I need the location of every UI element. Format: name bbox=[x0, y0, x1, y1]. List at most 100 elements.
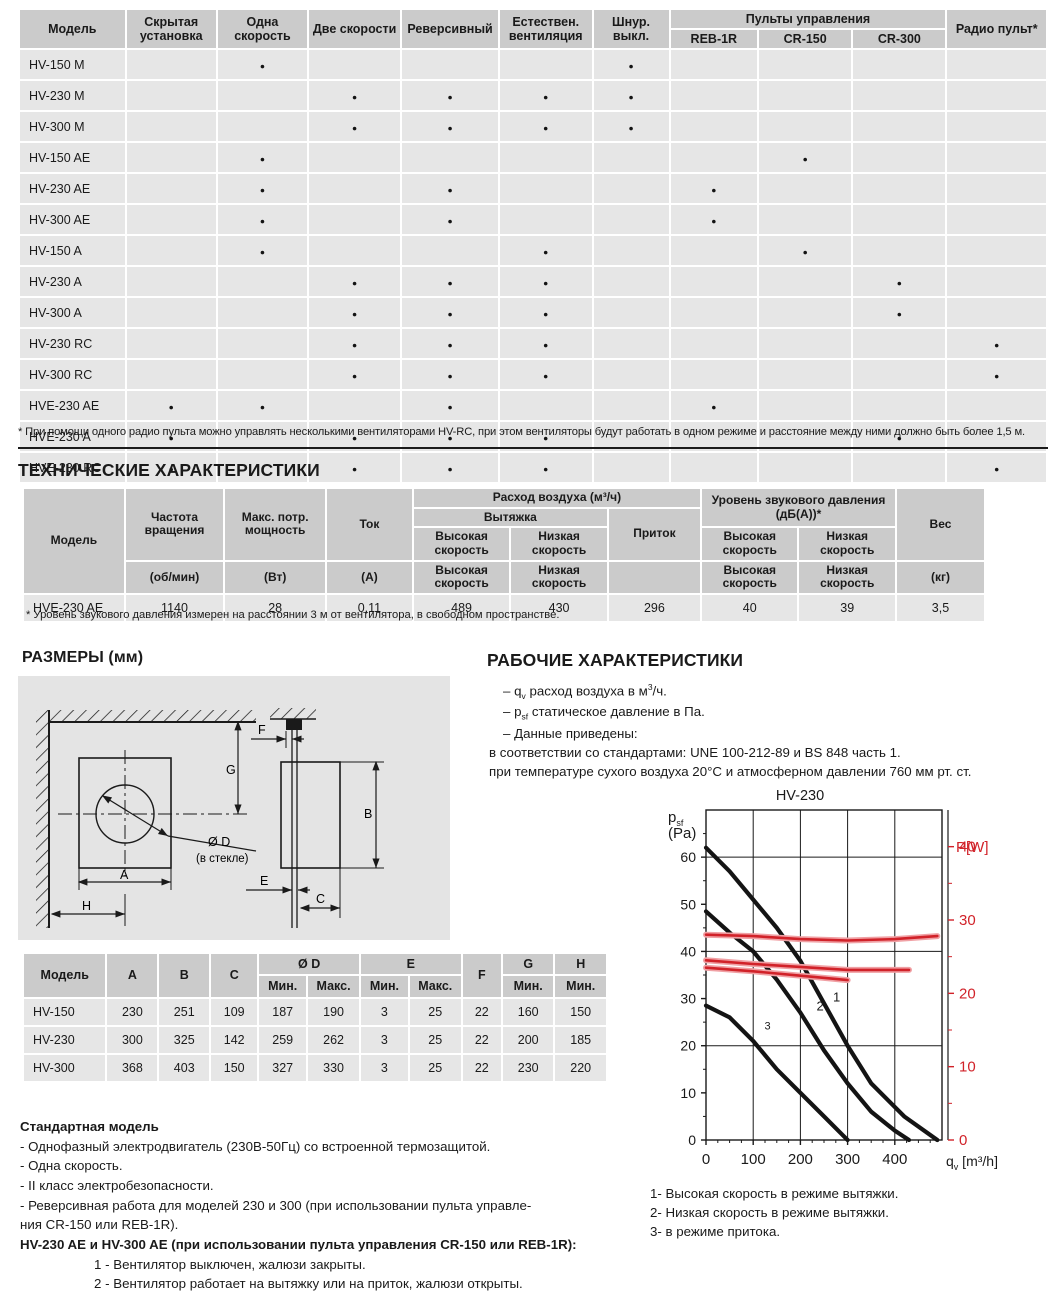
tech-cell-rpm: 1140 bbox=[125, 595, 224, 622]
standard-model-sub-lines: 1 - Вентилятор выключен, жалюзи закрыты.… bbox=[20, 1255, 636, 1294]
feature-empty-cell bbox=[593, 391, 669, 420]
perf-line-data: – Данные приведены: bbox=[503, 725, 638, 741]
dims-cell-b: 403 bbox=[159, 1054, 210, 1081]
chart-title: HV-230 bbox=[775, 788, 825, 804]
bullet-dot-icon bbox=[352, 275, 357, 289]
feature-empty-cell bbox=[217, 112, 308, 141]
dims-cell-dmax: 262 bbox=[308, 1026, 359, 1053]
feature-dot-cell bbox=[217, 391, 308, 420]
feature-dot-cell bbox=[402, 174, 498, 203]
label-g: G bbox=[226, 763, 236, 777]
feature-dot-cell bbox=[309, 422, 401, 451]
bullet-dot-icon bbox=[447, 430, 452, 444]
feature-empty-cell bbox=[947, 236, 1046, 265]
feature-empty-cell bbox=[126, 236, 216, 265]
bullet-dot-icon bbox=[803, 151, 808, 165]
feature-empty-cell bbox=[217, 81, 308, 110]
feature-row-model: HVE-230 A bbox=[20, 422, 125, 451]
bullet-dot-icon bbox=[260, 182, 265, 196]
col-model: Модель bbox=[20, 10, 125, 48]
bullet-dot-icon bbox=[803, 244, 808, 258]
tech-col-sound-group: Уровень звукового давления (дБ(А))* bbox=[702, 489, 895, 527]
chart-legend-item: 1- Высокая скорость в режиме вытяжки. bbox=[650, 1186, 899, 1201]
feature-empty-cell bbox=[217, 329, 308, 358]
bullet-dot-icon bbox=[447, 89, 452, 103]
table-row: HV-300 368 403 150 327 330 3 25 22 230 220 bbox=[24, 1054, 606, 1081]
feature-empty-cell bbox=[309, 50, 401, 79]
standard-model-block: Стандартная модель - Однофазный электрод… bbox=[20, 1117, 636, 1294]
table-row: HV-300 M bbox=[20, 112, 1046, 141]
perf-qv-prefix: – q bbox=[503, 683, 522, 699]
feature-row-model: HV-300 M bbox=[20, 112, 125, 141]
feature-dot-cell bbox=[217, 174, 308, 203]
feature-empty-cell bbox=[593, 174, 669, 203]
feature-empty-cell bbox=[759, 81, 852, 110]
feature-empty-cell bbox=[217, 422, 308, 451]
feature-empty-cell bbox=[499, 50, 592, 79]
feature-empty-cell bbox=[670, 81, 758, 110]
label-c: C bbox=[316, 892, 325, 906]
col-cr-150: CR-150 bbox=[759, 30, 852, 48]
tech-col-rpm: Частота вращения bbox=[125, 489, 224, 560]
tech-header-row-1: Модель Частота вращения Макс. потр. мощн… bbox=[24, 489, 984, 594]
chart-ytick-label: 60 bbox=[680, 849, 696, 865]
tech-table-footnote: * Уровень звукового давления измерен на … bbox=[26, 609, 560, 621]
tech-col-current: Ток bbox=[327, 489, 412, 560]
feature-row-model: HV-300 AE bbox=[20, 205, 125, 234]
tech-section-heading: ТЕХНИЧЕСКИЕ ХАРАКТЕРИСТИКИ bbox=[18, 460, 320, 480]
feature-empty-cell bbox=[853, 174, 946, 203]
standard-model-line: - Реверсивная работа для моделей 230 и 3… bbox=[20, 1197, 532, 1213]
dimensions-table: Модель A B C Ø D E F G H Мин. Макс. Мин.… bbox=[22, 952, 608, 1083]
chart-x-axis-label: qv [m³/h] bbox=[946, 1153, 998, 1172]
chart-curve-annotation-2: 2 bbox=[816, 999, 823, 1014]
feature-empty-cell bbox=[126, 81, 216, 110]
bullet-dot-icon bbox=[543, 89, 548, 103]
dims-col-c: C bbox=[211, 954, 258, 997]
bullet-dot-icon bbox=[711, 213, 716, 227]
feature-empty-cell bbox=[759, 360, 852, 389]
table-row: HV-150 AE bbox=[20, 143, 1046, 172]
bullet-dot-icon bbox=[628, 58, 633, 72]
dims-cell-dmax: 190 bbox=[308, 998, 359, 1025]
feature-empty-cell bbox=[593, 236, 669, 265]
chart-xtick-label: 300 bbox=[835, 1151, 860, 1168]
label-f: F bbox=[258, 723, 266, 737]
feature-dot-cell bbox=[499, 422, 592, 451]
feature-table-head: Модель Скрытая установка Одна скорость Д… bbox=[20, 10, 1046, 48]
feature-empty-cell bbox=[217, 453, 308, 482]
tech-cell-power: 28 bbox=[225, 595, 325, 622]
performance-heading: РАБОЧИЕ ХАРАКТЕРИСТИКИ bbox=[487, 650, 744, 670]
label-diameter-d: Ø D bbox=[208, 835, 230, 849]
feature-dot-cell bbox=[947, 453, 1046, 482]
feature-empty-cell bbox=[853, 391, 946, 420]
dims-cell-g: 160 bbox=[502, 998, 554, 1025]
bullet-dot-icon bbox=[897, 275, 902, 289]
tech-col-power: Макс. потр. мощность bbox=[225, 489, 325, 560]
feature-dot-cell bbox=[499, 453, 592, 482]
dims-col-g-min: Мин. bbox=[502, 976, 554, 997]
tech-cell-model: HVE-230 AE bbox=[24, 595, 124, 622]
feature-dot-cell bbox=[593, 112, 669, 141]
feature-empty-cell bbox=[593, 205, 669, 234]
dims-cell-emax: 25 bbox=[409, 1054, 461, 1081]
unit-extract-low: Низкая скорость bbox=[511, 561, 607, 594]
feature-empty-cell bbox=[853, 112, 946, 141]
bullet-dot-icon bbox=[169, 399, 174, 413]
dims-col-b: B bbox=[159, 954, 210, 997]
unit-sound-high: Высокая скорость bbox=[702, 561, 798, 594]
standard-model-line: ния CR-150 или REB-1R). bbox=[20, 1217, 179, 1233]
dims-cell-h: 150 bbox=[555, 998, 606, 1025]
bullet-dot-icon bbox=[447, 120, 452, 134]
tech-table-head: Модель Частота вращения Макс. потр. мощн… bbox=[24, 489, 984, 594]
dimensions-heading: РАЗМЕРЫ (мм) bbox=[22, 649, 144, 666]
feature-dot-cell bbox=[593, 50, 669, 79]
feature-empty-cell bbox=[853, 329, 946, 358]
col-radio-remote: Радио пульт* bbox=[947, 10, 1046, 48]
feature-empty-cell bbox=[670, 267, 758, 296]
dims-table-body: HV-150 230 251 109 187 190 3 25 22 160 150 HV-230 30… bbox=[24, 998, 606, 1081]
feature-dot-cell bbox=[670, 205, 758, 234]
unit-intake bbox=[608, 561, 701, 594]
standard-model-title: Стандартная модель bbox=[20, 1119, 159, 1134]
col-reversible: Реверсивный bbox=[402, 10, 498, 48]
